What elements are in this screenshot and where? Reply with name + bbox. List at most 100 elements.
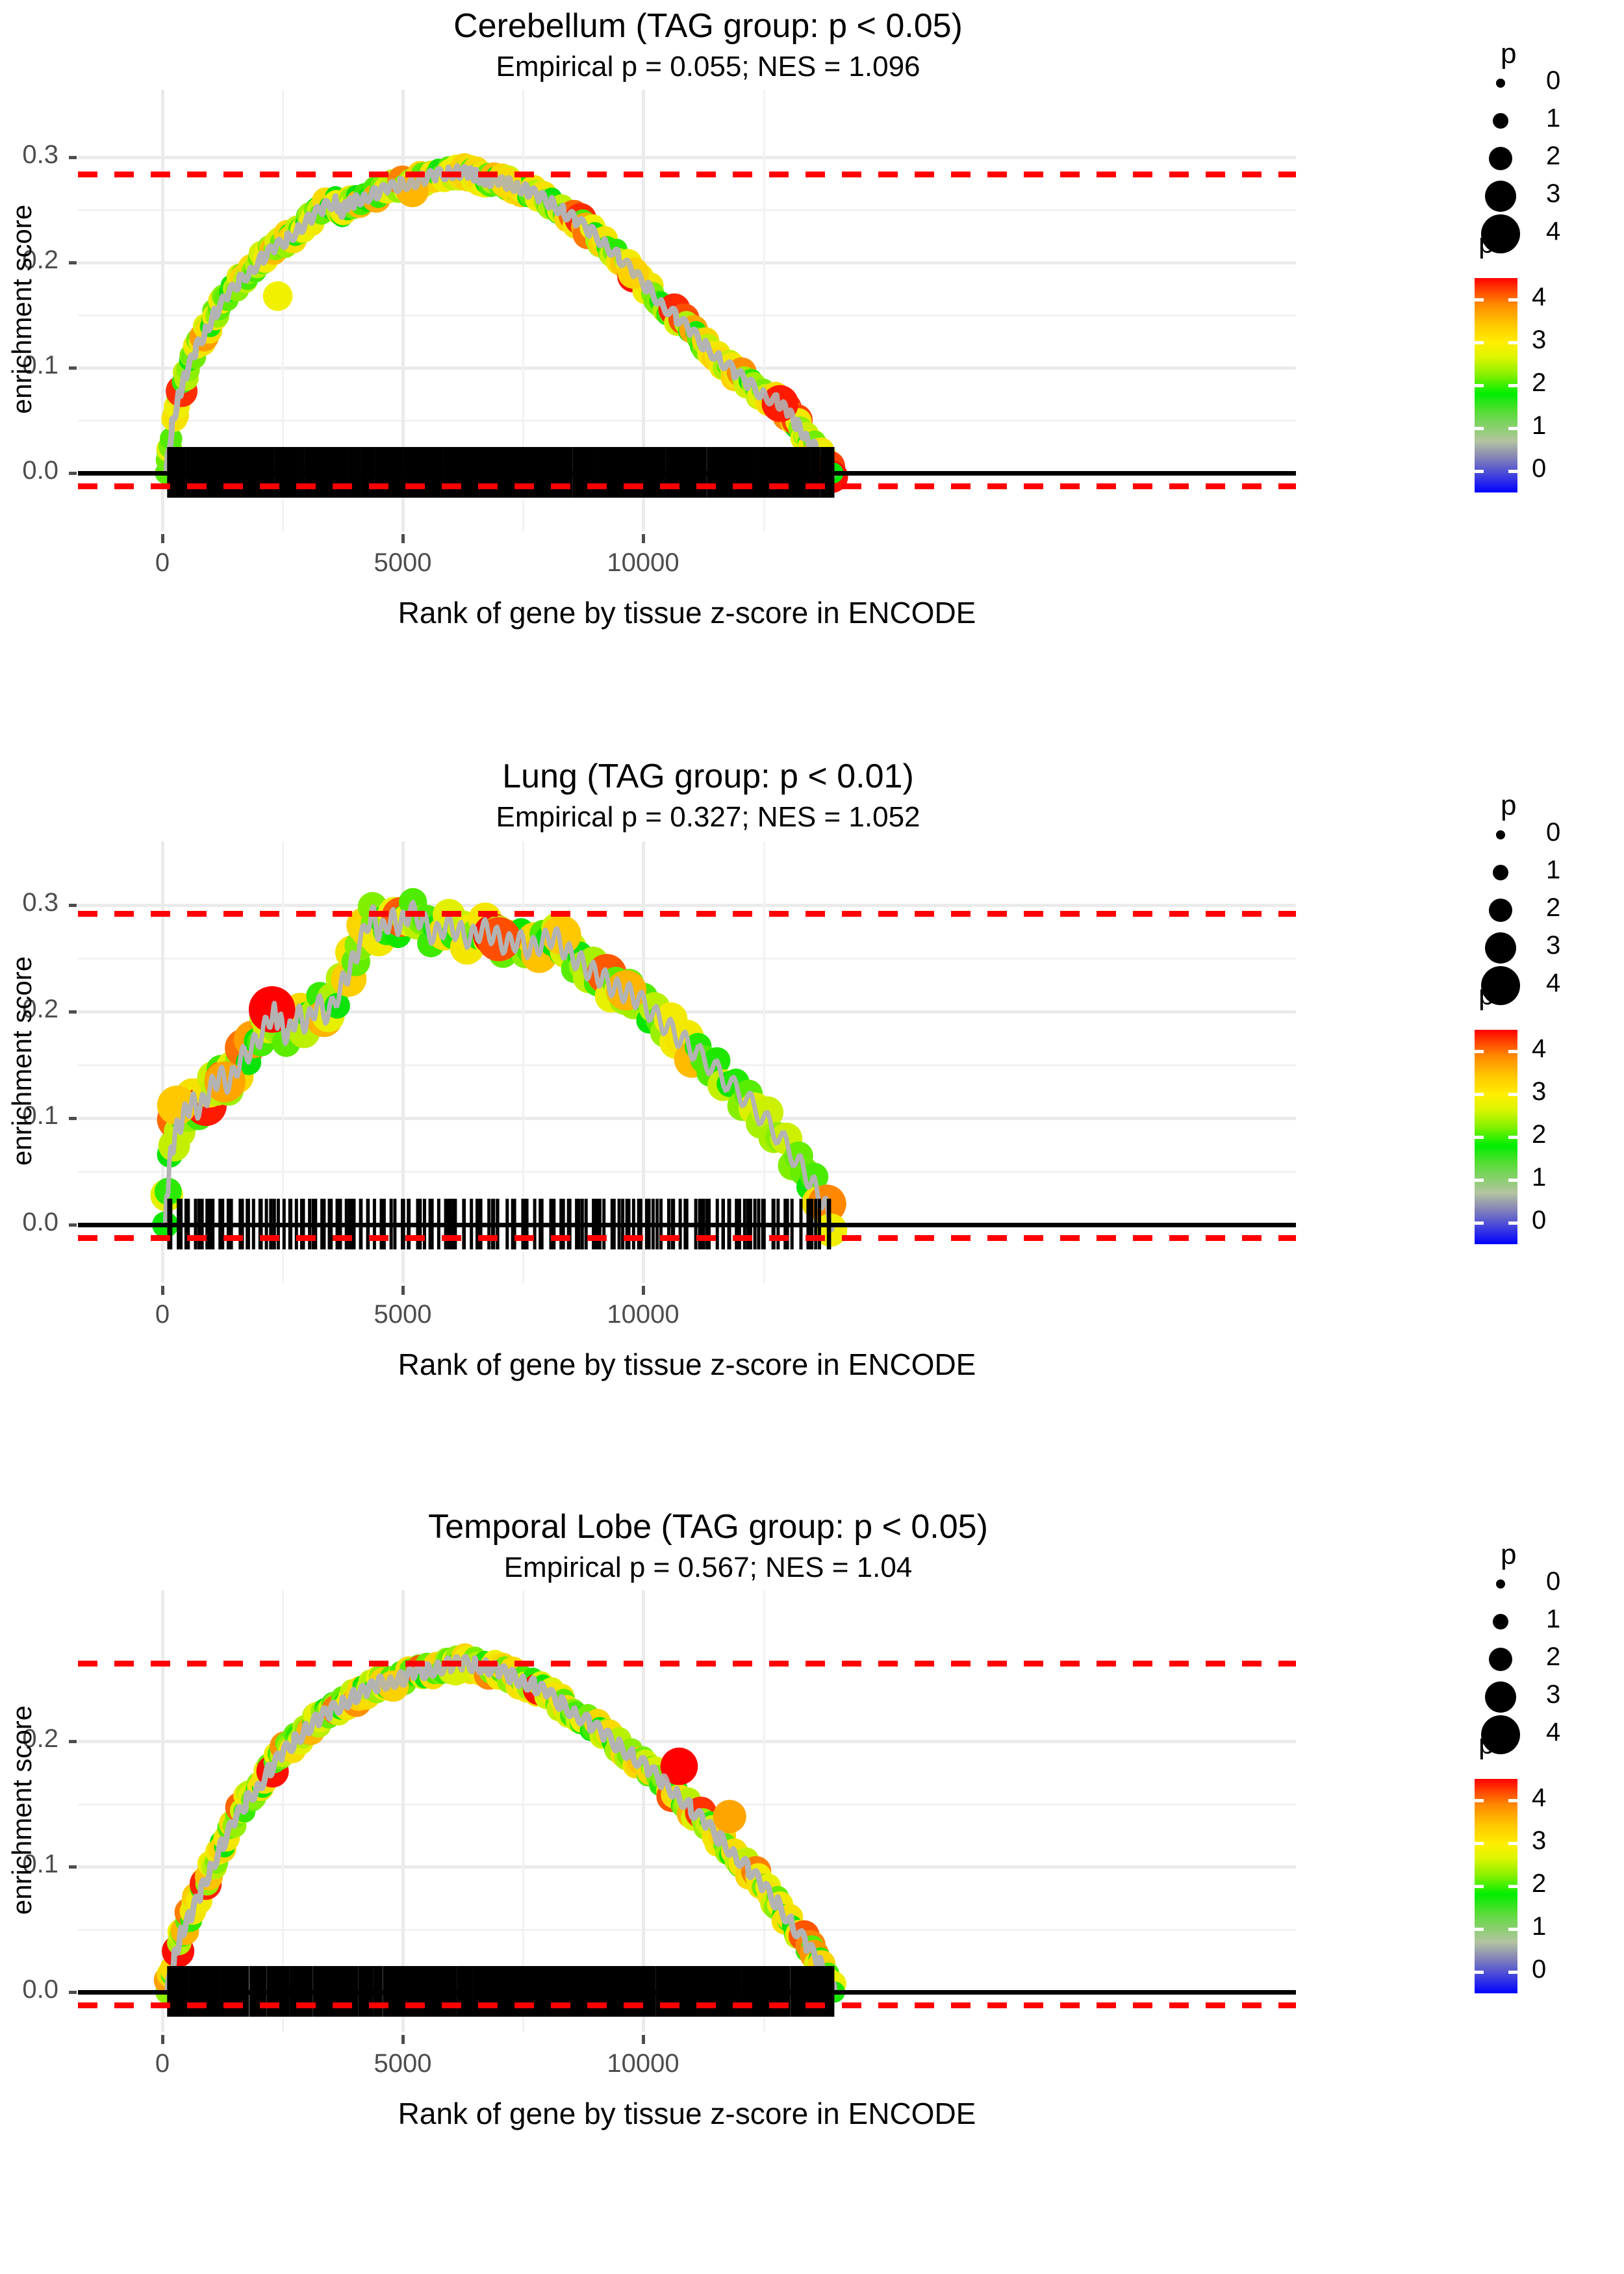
- size-legend-dot: [1493, 1614, 1508, 1629]
- size-legend-dot: [1485, 1681, 1516, 1713]
- color-legend-label: 3: [1532, 1826, 1547, 1855]
- x-tick-mark: [401, 1286, 405, 1295]
- gridline-horizontal: [78, 261, 1296, 264]
- color-legend-tick: [1508, 1093, 1517, 1096]
- color-legend-tick: [1508, 1136, 1517, 1139]
- color-legend-title: p: [1478, 227, 1495, 259]
- enrichment-curve-svg: [153, 1643, 846, 2017]
- y-tick-label: 0.1: [22, 1101, 58, 1130]
- x-tick-mark: [401, 2035, 405, 2044]
- x-tick-mark: [161, 2035, 164, 2044]
- gene-point-significant: [713, 1800, 746, 1833]
- color-legend-tick: [1508, 1050, 1517, 1053]
- color-legend-label: 3: [1532, 1077, 1547, 1106]
- color-legend-tick: [1475, 1093, 1484, 1096]
- y-tick-mark: [69, 366, 77, 370]
- gridline-vertical: [401, 1591, 405, 2032]
- size-legend-label: 4: [1546, 1718, 1561, 1746]
- panel-subtitle: Empirical p = 0.567; NES = 1.04: [503, 1552, 913, 1583]
- x-axis-title: Rank of gene by tissue z-score in ENCODE: [398, 2097, 976, 2130]
- color-legend-tick: [1475, 1136, 1484, 1139]
- plot-area: [78, 841, 1296, 1283]
- size-legend-label: 1: [1546, 856, 1561, 884]
- size-legend-label: 2: [1546, 1642, 1561, 1671]
- panel-lung: Lung (TAG group: p < 0.01) Empirical p = …: [0, 750, 1624, 1501]
- size-legend-label: 4: [1546, 217, 1561, 246]
- x-tick-mark: [642, 2035, 645, 2044]
- panel-subtitle: Empirical p = 0.327; NES = 1.052: [496, 801, 920, 833]
- panel-title: Cerebellum (TAG group: p < 0.05): [453, 7, 963, 45]
- size-legend-label: 1: [1546, 104, 1561, 133]
- color-legend-label: 2: [1532, 1120, 1547, 1149]
- y-tick-label: 0.2: [22, 246, 58, 274]
- plot-area: [78, 90, 1296, 531]
- y-tick-label: 0.0: [22, 1975, 58, 2004]
- color-legend-title: p: [1478, 1728, 1495, 1760]
- y-tick-label: 0.1: [22, 351, 58, 379]
- y-tick-mark: [69, 472, 77, 475]
- gridline-horizontal: [78, 904, 1296, 907]
- size-legend-dot: [1496, 830, 1505, 839]
- zero-baseline: [78, 471, 1296, 476]
- size-legend-dot: [1485, 181, 1516, 212]
- color-legend-label: 2: [1532, 368, 1547, 397]
- running-sum-line: [164, 1654, 837, 1995]
- gridline-vertical-minor: [282, 841, 284, 1283]
- color-legend-tick: [1508, 1971, 1517, 1974]
- color-legend-tick: [1508, 1179, 1517, 1182]
- x-tick-mark: [161, 1286, 164, 1295]
- gridline-vertical: [642, 90, 645, 531]
- color-legend-label: 4: [1532, 1034, 1547, 1063]
- y-tick-label: 0.3: [22, 888, 58, 917]
- gridline-horizontal-minor: [78, 958, 1296, 960]
- color-legend-tick: [1475, 1928, 1484, 1931]
- size-legend-dot: [1493, 113, 1508, 129]
- y-axis-title: enrichment score: [6, 1705, 37, 1915]
- y-tick-label: 0.0: [22, 456, 58, 485]
- size-legend-label: 0: [1546, 1567, 1561, 1596]
- y-tick-mark: [69, 1740, 77, 1743]
- x-axis-title: Rank of gene by tissue z-score in ENCODE: [398, 1348, 976, 1381]
- y-tick-label: 0.2: [22, 995, 58, 1023]
- running-sum-line: [163, 163, 836, 480]
- y-axis-title: enrichment score: [6, 956, 37, 1166]
- gridline-vertical-minor: [763, 90, 765, 531]
- y-tick-mark: [69, 261, 77, 264]
- size-legend-title: p: [1501, 1539, 1517, 1570]
- color-legend-tick: [1475, 341, 1484, 344]
- size-legend-dot: [1489, 1648, 1512, 1671]
- panel-cerebellum: Cerebellum (TAG group: p < 0.05) Empirica…: [0, 0, 1624, 750]
- running-sum-line: [162, 900, 835, 1233]
- x-tick-mark: [642, 1286, 645, 1295]
- color-legend-tick: [1475, 1050, 1484, 1053]
- color-legend-tick: [1508, 341, 1517, 344]
- enrichment-curve-svg: [155, 153, 848, 498]
- color-legend-tick: [1475, 1885, 1484, 1888]
- size-legend-dot: [1493, 865, 1508, 880]
- gridline-vertical: [161, 1591, 164, 2032]
- x-axis-title: Rank of gene by tissue z-score in ENCODE: [398, 596, 976, 630]
- y-tick-mark: [69, 1117, 77, 1120]
- color-legend-title: p: [1478, 979, 1495, 1011]
- x-tick-label: 0: [155, 2049, 170, 2078]
- gridline-vertical-minor: [522, 841, 524, 1283]
- x-tick-label: 10000: [607, 2049, 679, 2078]
- x-tick-mark: [642, 534, 645, 543]
- y-tick-mark: [69, 156, 77, 159]
- size-legend-dot: [1481, 966, 1520, 1005]
- x-tick-label: 5000: [374, 2049, 432, 2078]
- size-legend-label: 0: [1546, 66, 1561, 95]
- lower-dashed-line: [78, 2002, 1296, 2008]
- color-legend-tick: [1508, 298, 1517, 301]
- size-legend-label: 3: [1546, 931, 1561, 960]
- max-enrichment-threshold-line: [78, 911, 1296, 917]
- panel-temporal-lobe: Temporal Lobe (TAG group: p < 0.05) Empir…: [0, 1501, 1624, 2274]
- x-tick-label: 5000: [374, 548, 432, 577]
- gridline-vertical: [161, 841, 164, 1283]
- y-tick-label: 0.0: [22, 1208, 58, 1236]
- x-tick-label: 10000: [607, 548, 679, 577]
- x-tick-mark: [161, 534, 164, 543]
- gene-point-significant: [262, 281, 293, 311]
- gridline-vertical-minor: [282, 90, 284, 531]
- y-tick-mark: [69, 1865, 77, 1869]
